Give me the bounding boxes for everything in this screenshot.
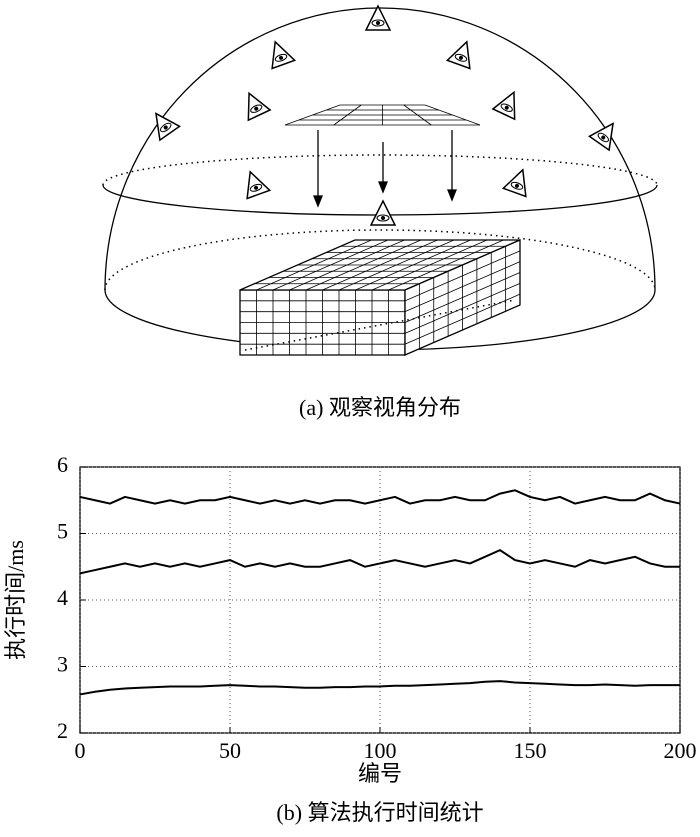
series-line	[79, 680, 680, 696]
y-tick-label: 5	[57, 519, 68, 544]
image-plane	[284, 104, 481, 126]
plane-line	[403, 104, 432, 126]
y-axis-label: 执行时间/ms	[3, 540, 28, 660]
box-line	[404, 282, 521, 334]
base-back	[104, 229, 656, 291]
box-line	[404, 272, 521, 323]
x-tick-label: 200	[664, 738, 697, 763]
caption-a: (a) 观察视角分布	[299, 395, 461, 420]
arrows	[313, 130, 457, 208]
ring-back	[102, 154, 658, 186]
y-tick-label: 2	[57, 718, 68, 743]
x-tick-label: 100	[364, 738, 397, 763]
plane-line	[424, 104, 481, 126]
x-tick-label: 150	[514, 738, 547, 763]
x-tick-label: 50	[219, 738, 241, 763]
dome	[104, 7, 656, 291]
caption-b: (b) 算法执行时间统计	[276, 800, 483, 825]
y-tick-label: 3	[57, 652, 68, 677]
series-line	[79, 489, 681, 505]
chart: 编号 执行时间/ms (b) 算法执行时间统计 2 3 4 5 6 0 50 100 150 20…	[3, 452, 696, 825]
y-tick-label: 4	[57, 585, 68, 610]
box-line	[404, 250, 521, 302]
volume-grid	[239, 239, 521, 356]
box-line	[404, 293, 521, 345]
eyes	[145, 5, 624, 226]
box-line	[404, 261, 521, 313]
x-tick-label: 0	[75, 738, 86, 763]
x-axis-label: 编号	[358, 761, 402, 786]
series-line	[79, 548, 680, 575]
dome-diagram: (a) 观察视角分布	[102, 5, 658, 420]
y-tick-label: 6	[57, 452, 68, 477]
